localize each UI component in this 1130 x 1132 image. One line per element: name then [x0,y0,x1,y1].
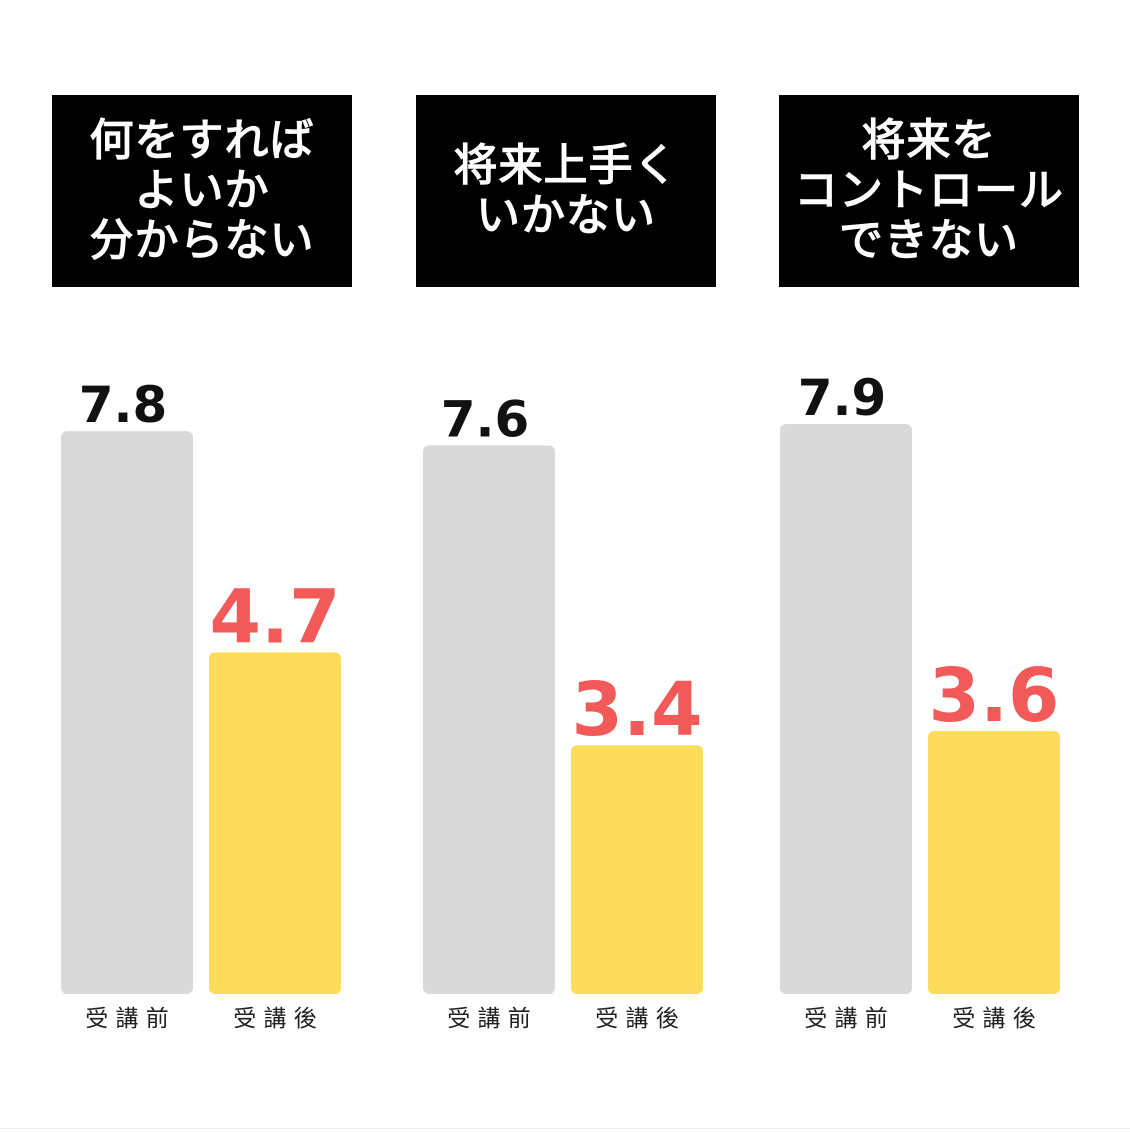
chart-title-box-3: 将来を コントロール できない [779,95,1079,287]
before-bar-base [61,982,193,988]
after-bar-base [209,982,341,988]
before-value-label: 7.6 [441,390,530,448]
chart-title-line: 将来を [861,115,997,166]
category-label-after: 受 講 後 [952,1006,1036,1032]
before-bar-base [780,982,912,988]
category-label-after: 受 講 後 [233,1006,317,1032]
before-bar [61,431,193,995]
after-value-label: 3.6 [928,653,1059,739]
before-bar [423,445,555,994]
chart-title-line: いかない [476,190,656,241]
chart-title-box-2: 将来上手く いかない [416,95,716,287]
chart-title-line: 将来上手く [453,140,679,191]
chart-title-line: 分からない [89,215,315,266]
after-bar-base [571,982,703,988]
chart-title-box-1: 何をすれば よいか 分からない [52,95,352,287]
after-bar [571,745,703,994]
after-value-label: 3.4 [571,667,702,753]
before-bar-base [423,982,555,988]
after-bar [209,652,341,994]
after-value-label: 4.7 [209,574,340,660]
chart-title-line: 何をすれば [89,115,315,166]
chart-title-line: よいか [134,165,270,216]
category-label-after: 受 講 後 [595,1006,679,1032]
bottom-divider [0,1128,1130,1129]
chart-title-line: コントロール [794,165,1064,216]
before-bar [780,423,912,994]
before-value-label: 7.8 [79,376,168,434]
chart-title-line: できない [839,215,1019,266]
category-label-before: 受 講 前 [85,1006,169,1032]
before-value-label: 7.9 [798,369,887,427]
after-bar-base [928,982,1060,988]
category-label-before: 受 講 前 [804,1006,888,1032]
after-bar [928,730,1060,994]
category-label-before: 受 講 前 [447,1006,531,1032]
